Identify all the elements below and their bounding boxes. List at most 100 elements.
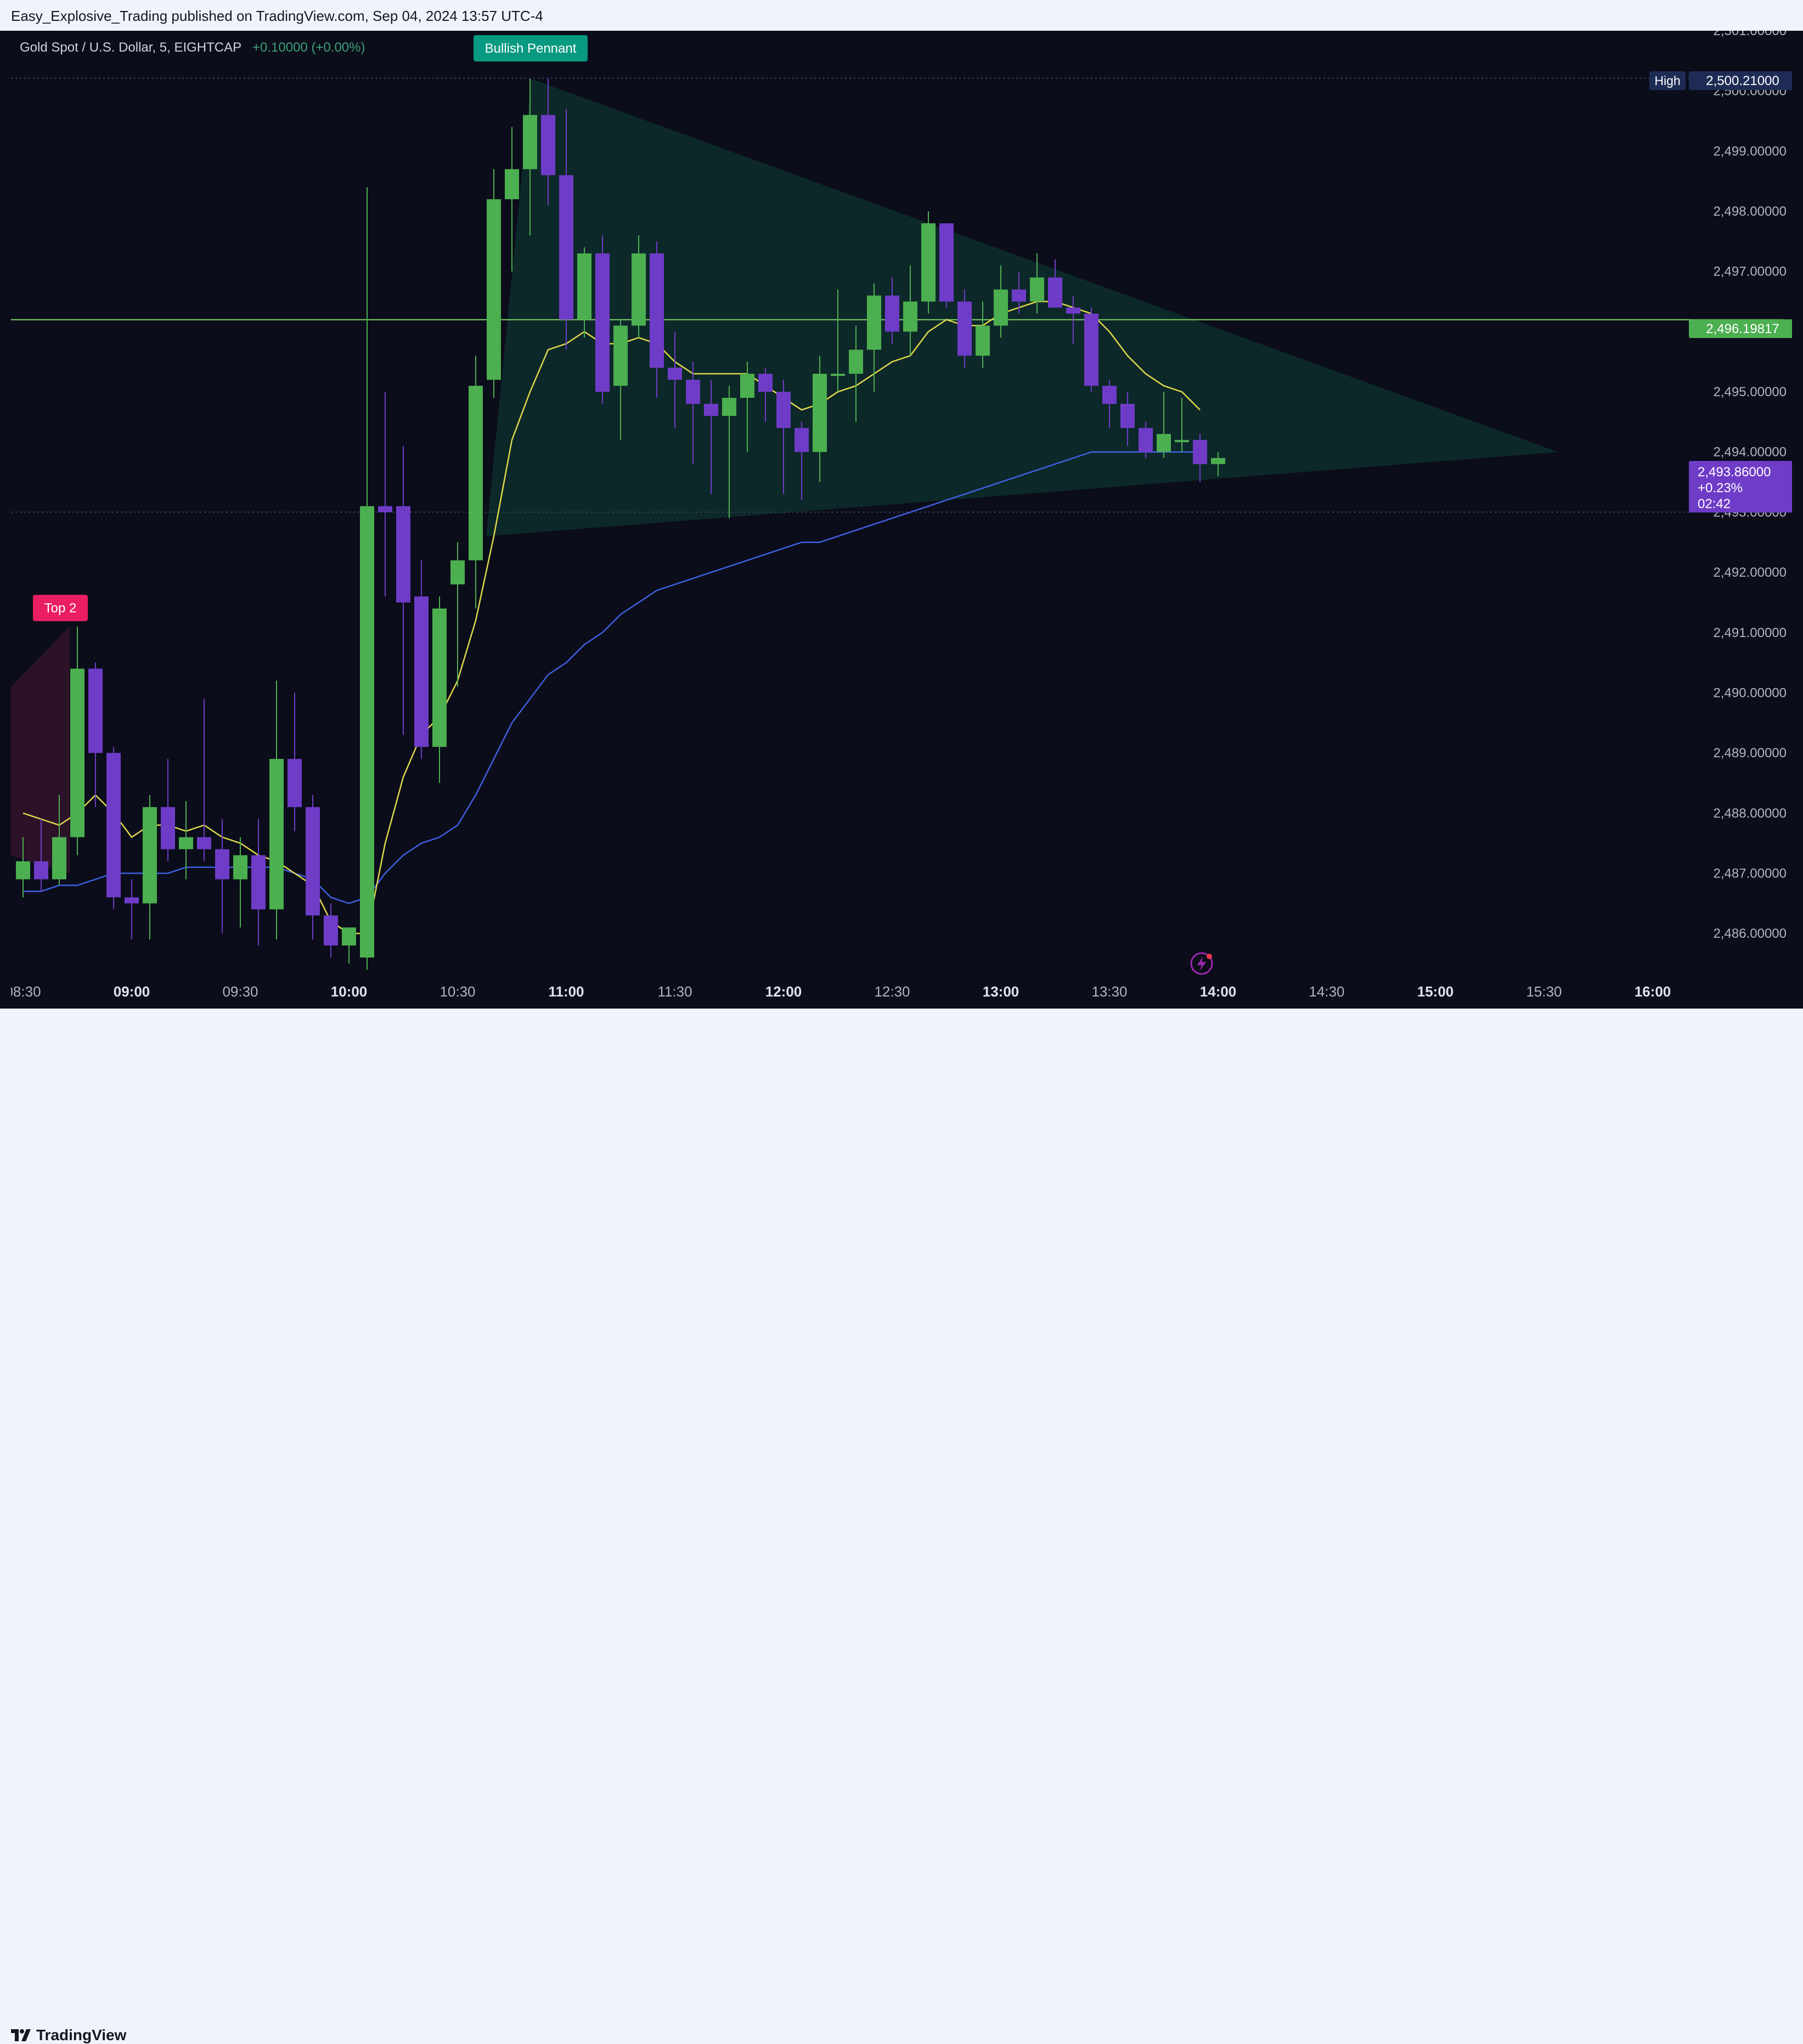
candle-body <box>994 289 1008 326</box>
candle-body <box>1120 404 1135 428</box>
candle-body <box>179 837 193 849</box>
publisher-text: Easy_Explosive_Trading published on Trad… <box>11 8 543 24</box>
candle-body <box>704 404 718 416</box>
candle-body <box>867 295 881 350</box>
candle-body <box>1157 433 1171 452</box>
x-tick-label: 08:30 <box>11 983 41 1000</box>
x-tick-label: 11:30 <box>657 983 692 1000</box>
candles-layer <box>16 78 1225 970</box>
pattern-label-bg[interactable] <box>474 35 588 61</box>
y-tick-label: 2,488.00000 <box>1714 806 1787 821</box>
candle-body <box>197 837 211 849</box>
y-tick-label: 2,499.00000 <box>1714 144 1787 159</box>
top-label-bg[interactable] <box>33 595 88 621</box>
candle-body <box>885 295 899 332</box>
candle-body <box>957 301 972 356</box>
candle-body <box>450 560 465 585</box>
candle-body <box>813 374 827 452</box>
chart-area[interactable]: 2,501.00000 2,500.00000 2,499.00000 2,498.0… <box>5 24 1796 1009</box>
y-tick-label: 2,492.00000 <box>1714 565 1787 580</box>
x-tick-label: 12:00 <box>765 983 802 1000</box>
candle-body <box>1030 277 1044 302</box>
candle-body <box>976 325 990 356</box>
x-tick-label: 11:00 <box>548 983 584 1000</box>
y-tick-label: 2,497.00000 <box>1714 264 1787 279</box>
hline-value-bg <box>1689 319 1796 338</box>
x-tick-label: 14:30 <box>1309 983 1344 1000</box>
symbol-legend: Gold Spot / U.S. Dollar, 5, EIGHTCAP <box>20 40 241 55</box>
x-tick-label: 12:30 <box>874 983 910 1000</box>
high-tag-bg <box>1649 71 1686 90</box>
candle-body <box>469 386 483 561</box>
candle-body <box>650 253 664 368</box>
candle-body <box>161 807 175 849</box>
x-tick-label: 15:00 <box>1417 983 1454 1000</box>
y-tick-label: 2,501.00000 <box>1714 31 1787 38</box>
candle-body <box>722 398 736 416</box>
candle-body <box>396 506 410 602</box>
last-price: 2,493.86000 <box>1698 465 1771 480</box>
y-tick-label: 2,490.00000 <box>1714 685 1787 700</box>
candle-body <box>288 759 302 807</box>
zones-layer <box>11 78 1558 874</box>
candle-body <box>795 427 809 452</box>
x-tick-label: 09:30 <box>222 983 258 1000</box>
y-tick-label: 2,486.00000 <box>1714 926 1787 941</box>
candle-body <box>1012 289 1026 302</box>
last-change: +0.23% <box>1698 481 1743 495</box>
candle-body <box>939 223 954 302</box>
candle-body <box>921 223 936 302</box>
price-chart[interactable]: 2,501.000002,500.000002,499.000002,498.0… <box>5 24 1796 1009</box>
candle-body <box>106 753 121 898</box>
high-value-bg <box>1689 71 1796 90</box>
pattern-label: Bullish Pennant <box>485 41 577 56</box>
candle-body <box>414 596 429 747</box>
y-tick-label: 2,498.00000 <box>1714 204 1787 219</box>
x-tick-label: 10:30 <box>440 983 475 1000</box>
candle-body <box>668 368 682 380</box>
candle-body <box>251 855 266 910</box>
candle-body <box>342 927 356 946</box>
candle-body <box>324 915 338 946</box>
x-tick-label: 14:00 <box>1200 983 1237 1000</box>
y-tick-label: 2,491.00000 <box>1714 626 1787 640</box>
candle-body <box>831 374 845 376</box>
candle-body <box>378 506 392 513</box>
publisher-bar: Easy_Explosive_Trading published on Trad… <box>0 0 1803 31</box>
candle-body <box>306 807 320 916</box>
x-tick-label: 15:30 <box>1526 983 1562 1000</box>
top-label: Top 2 <box>44 601 77 616</box>
x-tick-label: 16:00 <box>1635 983 1671 1000</box>
x-tick-label: 13:30 <box>1091 983 1127 1000</box>
candle-body <box>233 855 247 880</box>
y-tick-label: 2,495.00000 <box>1714 385 1787 399</box>
footer-bar: TradingView <box>0 1009 1803 2043</box>
candle-body <box>776 392 791 428</box>
candle-body <box>595 253 610 392</box>
tradingview-logo[interactable]: TradingView <box>11 2026 126 2044</box>
tradingview-logo-icon <box>11 2029 31 2041</box>
hline-value: 2,496.19817 <box>1706 322 1779 336</box>
high-tag: High <box>1654 74 1680 88</box>
candle-body <box>432 608 447 747</box>
candle-body <box>1175 440 1189 442</box>
lightning-icon[interactable] <box>1190 952 1213 975</box>
candle-body <box>523 115 537 170</box>
candle-body <box>1139 427 1153 452</box>
candle-body <box>686 380 700 404</box>
candle-body <box>1211 458 1225 464</box>
candle-body <box>16 861 30 880</box>
candle-body <box>1084 313 1098 386</box>
candle-body <box>70 668 84 837</box>
candle-body <box>1048 277 1062 308</box>
top-zone <box>11 626 70 874</box>
candle-body <box>34 861 48 880</box>
x-tick-label: 09:00 <box>114 983 150 1000</box>
countdown: 02:42 <box>1698 497 1731 511</box>
candle-body <box>143 807 157 904</box>
candle-body <box>613 325 628 386</box>
y-tick-label: 2,487.00000 <box>1714 866 1787 881</box>
candle-body <box>758 374 773 392</box>
y-tick-label: 2,494.00000 <box>1714 445 1787 460</box>
candle-body <box>1193 440 1207 464</box>
